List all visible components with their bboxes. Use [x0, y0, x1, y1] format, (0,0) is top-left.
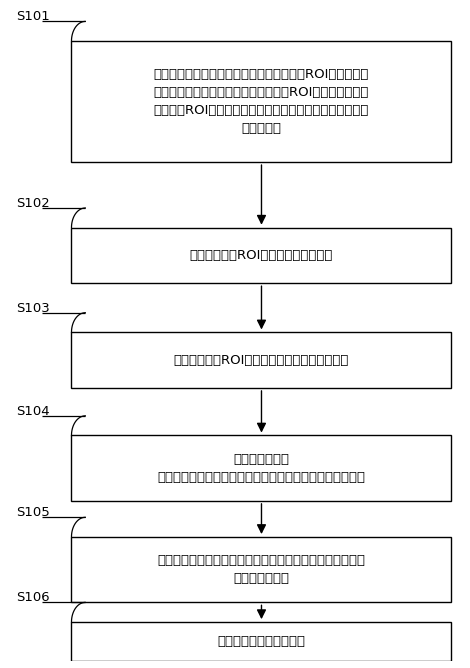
- Text: 分别提取三个ROI目标区域图像的特征: 分别提取三个ROI目标区域图像的特征: [190, 249, 333, 262]
- Bar: [71, 622, 452, 661]
- Bar: [71, 537, 452, 603]
- Bar: [71, 436, 452, 501]
- Text: 得到染色体异常预测模型: 得到染色体异常预测模型: [218, 635, 306, 648]
- Text: 输入分类器中，
得到超声图像中胎儿是染色体正常或染色体异常的分类结果: 输入分类器中， 得到超声图像中胎儿是染色体正常或染色体异常的分类结果: [157, 453, 366, 484]
- Bar: [71, 333, 452, 388]
- Bar: [71, 41, 452, 162]
- Text: S103: S103: [16, 302, 50, 315]
- Text: 分别获取染色体正常胎儿的超声图像中三个ROI目标区域图
像和染色体异常胎儿的超声图像中三个ROI目标区域图像，
所述三个ROI目标区域图像包括胎儿颈后区域、颜面: 分别获取染色体正常胎儿的超声图像中三个ROI目标区域图 像和染色体异常胎儿的超声…: [154, 68, 369, 135]
- Text: 将获得的分类结果与医生的手动分类结果进行比对，根据比
对结果优化模型: 将获得的分类结果与医生的手动分类结果进行比对，根据比 对结果优化模型: [157, 554, 366, 585]
- Text: S105: S105: [16, 506, 50, 519]
- Text: S104: S104: [16, 405, 50, 418]
- Text: 对提取的三个ROI目标区域图像的特征进行融合: 对提取的三个ROI目标区域图像的特征进行融合: [174, 353, 349, 367]
- Text: S101: S101: [16, 11, 50, 23]
- Bar: [71, 228, 452, 283]
- Text: S106: S106: [16, 591, 50, 605]
- Text: S102: S102: [16, 197, 50, 210]
